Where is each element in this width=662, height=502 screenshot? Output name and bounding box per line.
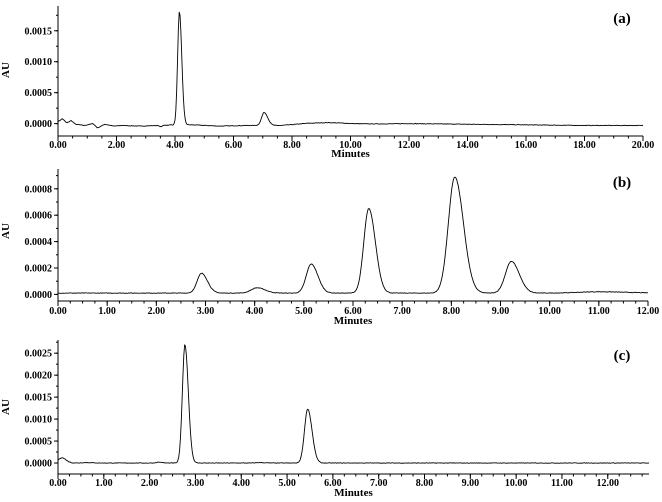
panel-label: (a) <box>613 11 631 27</box>
y-tick-label: 0.0000 <box>25 459 53 470</box>
y-axis-title: AU <box>0 399 12 415</box>
x-tick-label: 6.00 <box>324 478 342 489</box>
x-tick-label: 8.00 <box>283 140 301 151</box>
x-tick-label: 4.00 <box>246 306 264 317</box>
x-tick-label: 3.00 <box>187 478 205 489</box>
y-tick-label: 0.0010 <box>25 57 53 68</box>
x-tick-label: 7.00 <box>370 478 388 489</box>
y-axis-title: AU <box>0 223 12 239</box>
x-tick-label: 14.00 <box>456 140 479 151</box>
x-tick-label: 0.00 <box>49 140 67 151</box>
x-tick-label: 16.00 <box>515 140 538 151</box>
x-tick-label: 20.00 <box>632 140 655 151</box>
y-tick-label: 0.0000 <box>25 119 53 130</box>
y-tick-label: 0.0005 <box>25 88 53 99</box>
x-tick-label: 9.00 <box>462 478 480 489</box>
chromatogram-trace <box>57 176 649 294</box>
chart-panel-1: 0.00 2.00 4.00 6.00 8.00 10.00 12.00 14.00 16.00… <box>0 6 654 160</box>
x-tick-label: 0.00 <box>49 306 67 317</box>
x-tick-label: 7.00 <box>393 306 411 317</box>
x-tick-label: 8.00 <box>443 306 461 317</box>
panel-label: (b) <box>613 175 631 191</box>
y-tick-label: 0.0015 <box>25 26 53 37</box>
x-axis-title: Minutes <box>334 315 373 327</box>
x-tick-label: 5.00 <box>278 478 296 489</box>
y-tick-label: 0.0015 <box>25 393 53 404</box>
y-tick-label: 0.0005 <box>25 437 53 448</box>
y-tick-label: 0.0025 <box>25 349 53 360</box>
x-tick-label: 4.00 <box>166 140 184 151</box>
x-tick-label: 12.00 <box>637 306 660 317</box>
x-tick-label: 12.00 <box>398 140 421 151</box>
y-tick-label: 0.0002 <box>25 264 53 275</box>
x-tick-label: 6.00 <box>225 140 243 151</box>
x-tick-label: 1.00 <box>98 306 116 317</box>
chromatogram-trace <box>57 344 650 464</box>
panel-label: (c) <box>614 348 631 364</box>
y-axis-title: AU <box>0 62 12 78</box>
x-tick-label: 2.00 <box>141 478 159 489</box>
x-tick-label: 10.00 <box>538 306 561 317</box>
y-tick-label: 0.0006 <box>25 211 53 222</box>
x-tick-label: 3.00 <box>197 306 215 317</box>
x-tick-label: 9.00 <box>492 306 510 317</box>
chromatogram-trace <box>57 11 644 129</box>
chart-panel-3: 0.00 1.00 2.00 3.00 4.00 5.00 6.00 7.00 8.00 9.00… <box>0 340 650 499</box>
x-tick-label: 5.00 <box>295 306 313 317</box>
x-tick-label: 11.00 <box>588 306 610 317</box>
y-tick-label: 0.0004 <box>25 237 53 248</box>
x-axis-title: Minutes <box>334 487 373 499</box>
x-tick-label: 1.00 <box>95 478 113 489</box>
x-tick-label: 6.00 <box>344 306 362 317</box>
x-tick-label: 18.00 <box>573 140 596 151</box>
chart-panel-2: 0.00 1.00 2.00 3.00 4.00 5.00 6.00 7.00 8.00 9.00… <box>0 169 659 327</box>
x-tick-label: 2.00 <box>148 306 166 317</box>
y-tick-label: 0.0010 <box>25 415 53 426</box>
x-tick-label: 11.00 <box>551 478 573 489</box>
x-tick-label: 12.00 <box>597 478 620 489</box>
y-tick-label: 0.0008 <box>25 184 53 195</box>
x-tick-label: 10.00 <box>339 140 362 151</box>
y-tick-label: 0.0020 <box>25 371 53 382</box>
x-tick-label: 10.00 <box>505 478 528 489</box>
x-tick-label: 8.00 <box>416 478 434 489</box>
x-axis-title: Minutes <box>331 148 370 160</box>
y-tick-label: 0.0000 <box>25 290 53 301</box>
x-tick-label: 0.00 <box>49 478 67 489</box>
x-tick-label: 4.00 <box>233 478 251 489</box>
x-tick-label: 2.00 <box>108 140 126 151</box>
